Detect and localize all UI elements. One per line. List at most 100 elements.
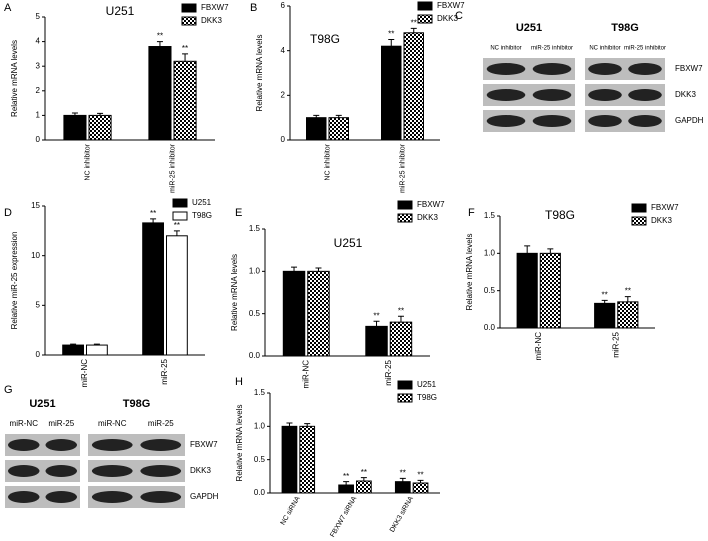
bar — [166, 235, 188, 356]
y-tick-label: 0.5 — [484, 286, 496, 295]
legend-label: DKK3 — [437, 14, 458, 23]
y-tick-label: 0.5 — [254, 455, 266, 464]
error-bar — [313, 114, 320, 118]
panel-label: H — [235, 376, 243, 388]
bar — [62, 344, 84, 356]
y-tick-label: 1.0 — [249, 266, 261, 275]
bar — [307, 270, 330, 357]
band — [45, 439, 77, 451]
bar — [148, 46, 172, 141]
band — [140, 491, 182, 503]
bar — [306, 117, 327, 141]
significance: ** — [343, 472, 349, 481]
error-bar — [360, 477, 367, 481]
panel-label: E — [235, 207, 242, 219]
bar — [617, 301, 639, 329]
x-tick-label: miR-NC — [80, 359, 89, 388]
y-axis-label: Relative mRNA levels — [230, 254, 239, 331]
y-tick-label: 1.5 — [484, 211, 496, 220]
legend-label: FBXW7 — [201, 3, 229, 12]
significance: ** — [417, 470, 423, 479]
significance: ** — [174, 221, 180, 230]
y-tick-label: 10 — [31, 251, 40, 260]
panel-label: F — [468, 207, 475, 219]
y-tick-label: 0.0 — [254, 488, 266, 497]
panel-label: A — [4, 2, 12, 14]
y-tick-label: 6 — [281, 1, 286, 10]
legend-label: T98G — [192, 211, 212, 220]
chart-title: U251 — [106, 4, 135, 18]
bar — [338, 484, 354, 494]
legend-label: FBXW7 — [437, 1, 465, 10]
y-tick-label: 4 — [36, 37, 41, 46]
band — [91, 491, 133, 503]
band — [532, 89, 572, 101]
bar — [142, 222, 164, 356]
lane-label: miR-NC — [98, 419, 127, 428]
panel-label: B — [250, 2, 257, 14]
legend-swatch — [417, 1, 433, 11]
error-bar — [97, 112, 104, 116]
y-tick-label: 1.0 — [254, 421, 266, 430]
error-bar — [156, 41, 163, 47]
legend-swatch — [181, 16, 197, 26]
significance: ** — [625, 287, 631, 296]
legend-label: DKK3 — [651, 216, 672, 225]
error-bar — [410, 27, 417, 33]
legend-swatch — [397, 213, 413, 223]
significance: ** — [398, 306, 404, 315]
significance: ** — [602, 290, 608, 299]
legend-swatch — [397, 393, 413, 403]
panel-label: C — [455, 10, 463, 22]
y-tick-label: 1 — [36, 111, 41, 120]
y-tick-label: 0.5 — [249, 309, 261, 318]
chart-title: T98G — [545, 208, 575, 222]
bar — [389, 321, 413, 357]
bar — [63, 114, 87, 141]
band — [45, 465, 77, 477]
y-tick-label: 0 — [281, 135, 286, 144]
band — [628, 115, 662, 127]
legend-swatch — [397, 200, 413, 210]
band — [486, 63, 526, 75]
error-bar — [315, 267, 322, 272]
bar — [282, 270, 306, 357]
legend-label: T98G — [417, 393, 437, 402]
bar — [539, 252, 561, 329]
x-tick-label: miR-25 — [611, 331, 620, 357]
y-tick-label: 1.5 — [249, 224, 261, 233]
chart-title: U251 — [334, 236, 363, 250]
band — [8, 491, 40, 503]
lane-label: miR-25 — [48, 419, 74, 428]
band — [8, 465, 40, 477]
legend-swatch — [631, 203, 647, 213]
band — [628, 89, 662, 101]
band-label: GAPDH — [190, 492, 219, 501]
band-label: DKK3 — [190, 466, 211, 475]
error-bar — [601, 299, 608, 304]
error-bar — [624, 296, 631, 302]
y-tick-label: 2 — [281, 90, 286, 99]
x-tick-label: NC inhibitor — [324, 143, 331, 180]
y-tick-label: 4 — [281, 46, 286, 55]
error-bar — [291, 266, 298, 272]
legend-swatch — [181, 3, 197, 13]
legend-swatch — [397, 380, 413, 390]
bar — [516, 252, 538, 329]
y-axis-label: Relative mRNA levels — [255, 35, 264, 112]
y-tick-label: 15 — [31, 201, 40, 210]
band — [628, 63, 662, 75]
bar — [173, 60, 197, 141]
bar — [356, 480, 372, 494]
band-label: FBXW7 — [190, 440, 218, 449]
significance: ** — [388, 30, 394, 39]
y-tick-label: 0.0 — [249, 351, 261, 360]
legend-swatch — [631, 216, 647, 226]
y-tick-label: 1.5 — [254, 388, 266, 397]
legend-swatch — [172, 198, 188, 208]
chart-title: T98G — [310, 32, 340, 46]
error-bar — [399, 477, 406, 482]
significance: ** — [182, 44, 188, 53]
band — [532, 115, 572, 127]
significance: ** — [411, 18, 417, 27]
